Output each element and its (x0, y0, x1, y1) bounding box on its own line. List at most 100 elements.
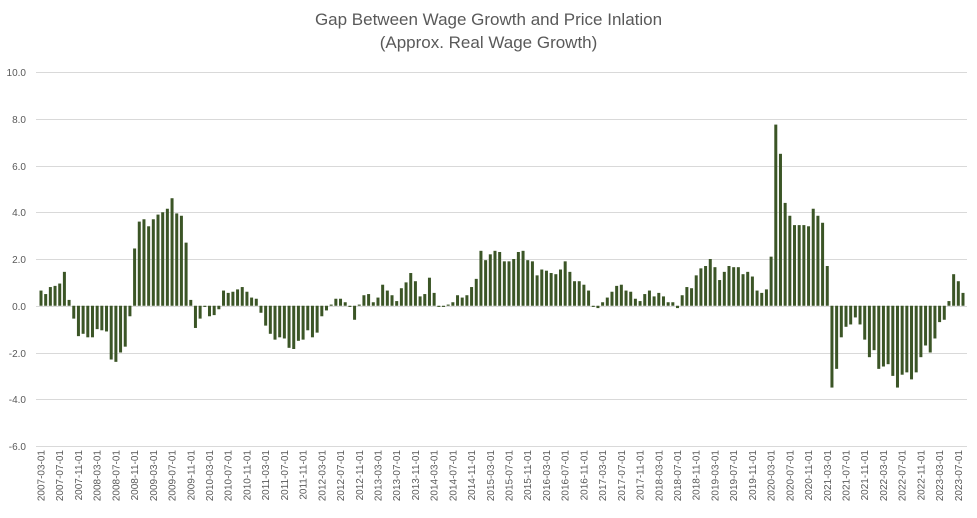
bar (797, 225, 801, 306)
x-axis-tick-labels: 2007-03-01 2007-07-01 2007-11-01 2008-03-01… (37, 450, 965, 502)
bar (549, 273, 553, 306)
x-tick-label: 2008-07-01 (111, 450, 122, 502)
x-tick-label: 2018-03-01 (654, 450, 665, 502)
bar (282, 305, 286, 339)
bar (100, 305, 104, 331)
bar (133, 248, 137, 306)
x-tick-label: 2022-07-01 (898, 450, 909, 502)
bar (128, 305, 132, 317)
bar (72, 305, 76, 319)
x-tick-label: 2007-07-01 (55, 450, 66, 502)
bar (516, 251, 520, 306)
bar (774, 124, 778, 306)
x-tick-label: 2009-11-01 (186, 450, 197, 501)
bar (273, 305, 277, 340)
bar (666, 302, 670, 306)
bar (193, 305, 197, 328)
bar (863, 305, 867, 340)
bar (240, 287, 244, 306)
bar (44, 294, 48, 306)
bar (858, 305, 862, 325)
x-tick-label: 2019-03-01 (710, 450, 721, 502)
x-tick-label: 2013-03-01 (373, 450, 384, 502)
bar (793, 225, 797, 306)
bar (910, 305, 914, 380)
x-tick-label: 2015-07-01 (505, 450, 516, 502)
bar (708, 259, 712, 306)
bar (198, 305, 202, 319)
bar (292, 305, 296, 349)
bar (760, 292, 764, 306)
x-tick-label: 2021-03-01 (823, 450, 834, 502)
bar (886, 305, 890, 365)
bar (296, 305, 300, 341)
x-tick-label: 2012-03-01 (317, 450, 328, 502)
bar (844, 305, 848, 327)
bar (39, 290, 43, 306)
x-tick-label: 2013-11-01 (411, 450, 422, 501)
bar (718, 280, 722, 306)
bar (348, 305, 352, 307)
bar (268, 305, 272, 334)
bar (713, 267, 717, 306)
bar (521, 250, 525, 306)
bar (259, 305, 263, 313)
bar (123, 305, 127, 347)
bar (367, 294, 371, 306)
bar (704, 266, 708, 306)
bar (278, 305, 282, 338)
bar (474, 278, 478, 306)
bar (722, 271, 726, 306)
bar (914, 305, 918, 373)
bar (320, 305, 324, 317)
bar (236, 289, 240, 306)
bar (690, 288, 694, 306)
bar (938, 305, 942, 323)
bar (334, 298, 338, 306)
x-tick-label: 2009-03-01 (149, 450, 160, 502)
bar (652, 296, 656, 306)
bar (62, 271, 66, 306)
bar (732, 267, 736, 306)
bar (324, 305, 328, 311)
bar (783, 202, 787, 306)
bar (563, 261, 567, 306)
x-tick-label: 2007-03-01 (37, 450, 48, 502)
bar (526, 260, 530, 306)
bar (86, 305, 90, 338)
bar (877, 305, 881, 369)
bar (830, 305, 834, 388)
x-tick-label: 2008-03-01 (93, 450, 104, 502)
y-tick-label: 8.0 (12, 115, 26, 126)
bar (381, 284, 385, 306)
bar (170, 198, 174, 306)
x-tick-label: 2016-03-01 (542, 450, 553, 502)
bar (961, 292, 965, 306)
bar (849, 305, 853, 325)
bar (947, 301, 951, 306)
bar (446, 304, 450, 306)
bar (222, 290, 226, 306)
x-tick-label: 2016-11-01 (579, 450, 590, 501)
bar (423, 294, 427, 306)
bar (568, 271, 572, 306)
bar (554, 274, 558, 306)
bar (460, 297, 464, 306)
bar (427, 277, 431, 306)
x-tick-label: 2021-11-01 (860, 450, 871, 501)
bar (418, 296, 422, 306)
bar (788, 215, 792, 306)
bar (643, 294, 647, 306)
bar (226, 292, 230, 306)
bar (624, 290, 628, 306)
bar (596, 305, 600, 309)
bar (147, 226, 151, 306)
bar (404, 282, 408, 306)
x-tick-label: 2018-07-01 (673, 450, 684, 502)
x-tick-label: 2012-11-01 (355, 450, 366, 501)
bar (203, 305, 207, 307)
chart-title-block: Gap Between Wage Growth and Price Inlati… (0, 8, 977, 54)
bar (657, 292, 661, 306)
bar (343, 302, 347, 306)
bar (488, 254, 492, 306)
